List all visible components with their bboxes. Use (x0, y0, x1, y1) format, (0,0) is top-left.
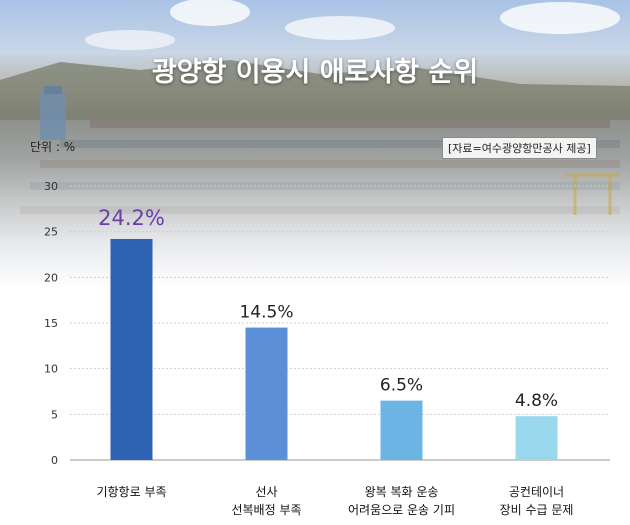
bar (380, 400, 423, 460)
bar-value-label: 24.2% (98, 206, 165, 230)
category-label: 기항항로 부족 (96, 485, 166, 499)
y-tick-label: 15 (44, 317, 58, 330)
bar (515, 416, 558, 460)
category-label: 장비 수급 문제 (500, 503, 574, 517)
y-tick-label: 0 (51, 454, 58, 467)
bar-value-label: 6.5% (380, 376, 423, 396)
bar (245, 327, 288, 460)
y-tick-label: 10 (44, 363, 58, 376)
y-tick-label: 25 (44, 226, 58, 239)
category-label: 어려움으로 운송 기피 (348, 503, 455, 517)
category-label: 왕복 복화 운송 (365, 485, 439, 499)
category-label: 선복배정 부족 (231, 503, 301, 517)
y-tick-label: 5 (51, 408, 58, 421)
bar-value-label: 14.5% (239, 303, 293, 323)
source-note: [자료=여수광양항만공사 제공] (442, 137, 597, 159)
y-tick-label: 30 (44, 180, 58, 193)
unit-label: 단위 : % (30, 140, 76, 154)
y-tick-label: 20 (44, 271, 58, 284)
bar-value-label: 4.8% (515, 391, 558, 411)
category-label: 선사 (255, 485, 277, 499)
bar (110, 238, 153, 460)
category-label: 공컨테이너 (509, 485, 564, 499)
chart-title: 광양항 이용시 애로사항 순위 (151, 57, 479, 88)
